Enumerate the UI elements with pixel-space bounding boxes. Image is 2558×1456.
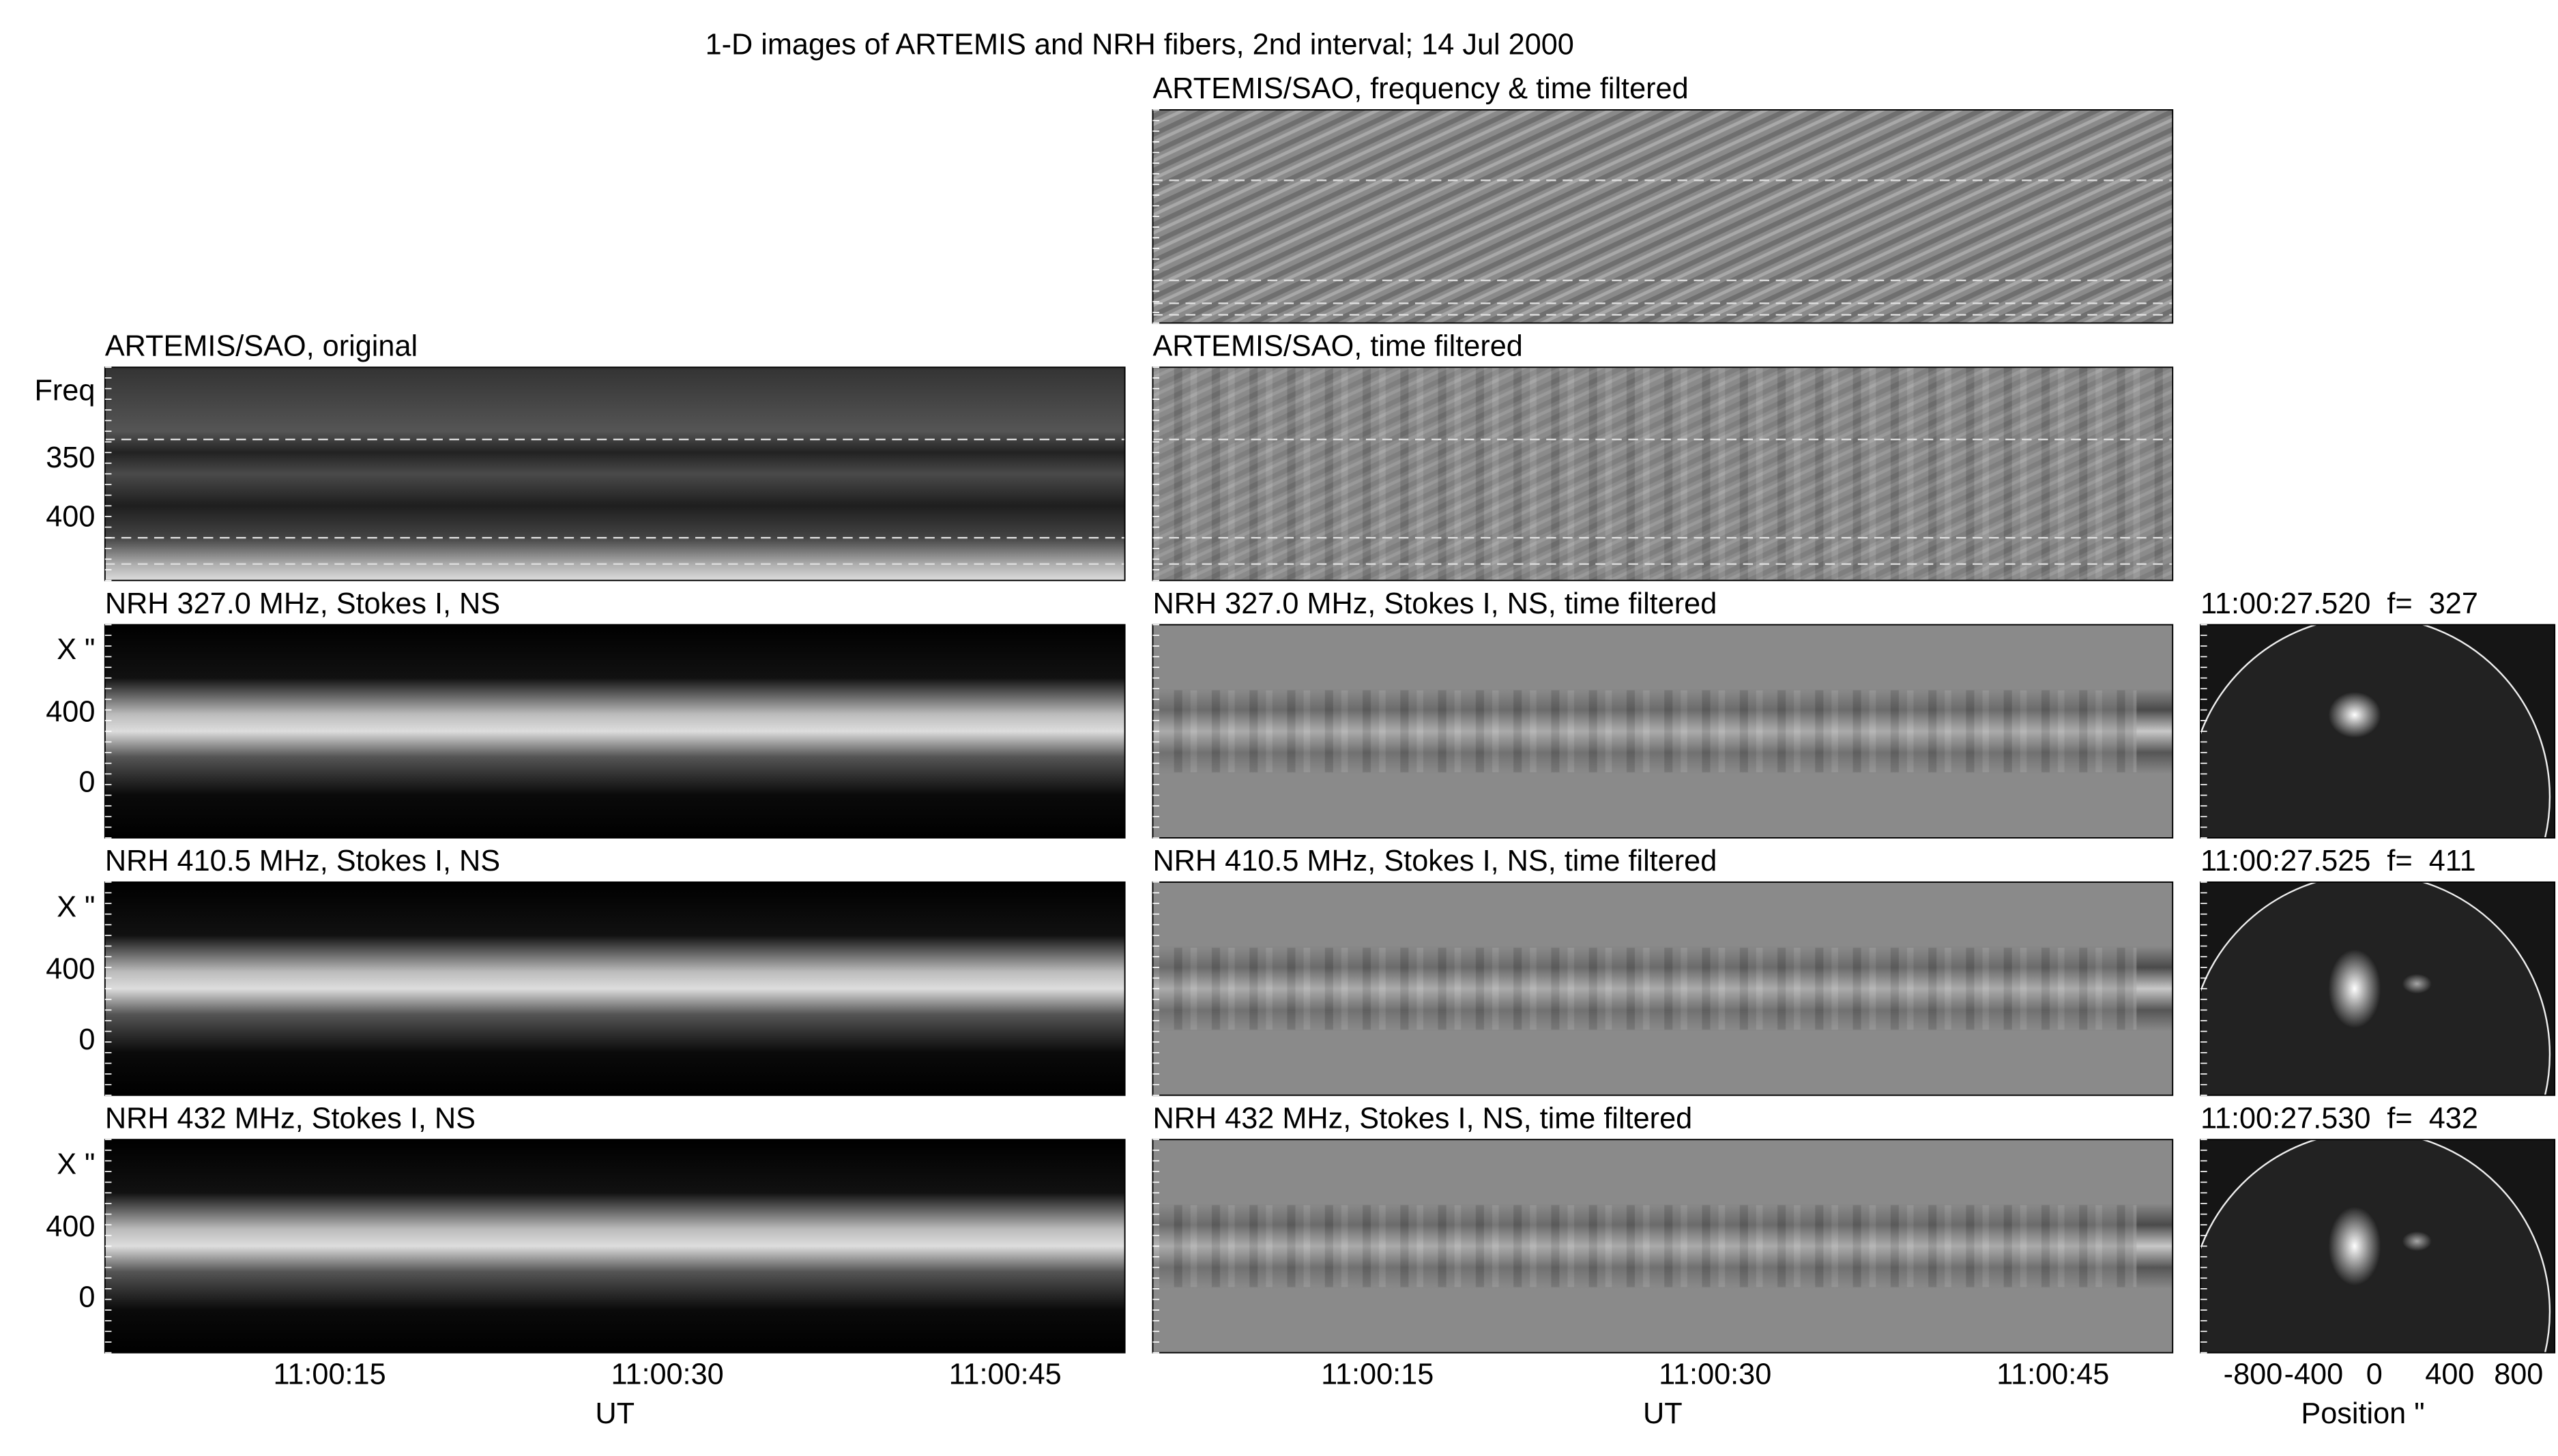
x-tick-label: 11:00:15 <box>1321 1358 1434 1391</box>
y-axis-label: Freq <box>34 374 95 407</box>
panel-label: ARTEMIS/SAO, frequency & time filtered <box>1152 72 1688 105</box>
x-tick-label: 800 <box>2494 1358 2543 1391</box>
panel-label: ARTEMIS/SAO, time filtered <box>1152 330 1522 362</box>
y-tick-label: 0 <box>78 766 95 799</box>
x-tick-label: 11:00:15 <box>273 1358 386 1391</box>
profile-texture <box>1152 690 2137 772</box>
y-tick-label: 350 <box>46 441 95 474</box>
x-tick-label: 400 <box>2425 1358 2474 1391</box>
x-tick-label: 11:00:30 <box>1659 1358 1771 1391</box>
panel-label: NRH 327.0 MHz, Stokes I, NS <box>105 587 500 620</box>
y-axis-label: X " <box>57 890 95 923</box>
map-label: 11:00:27.525 f= 411 <box>2200 845 2476 877</box>
map-label: 11:00:27.520 f= 327 <box>2200 587 2478 620</box>
y-tick-label: 0 <box>78 1281 95 1313</box>
profile-image <box>104 1139 1125 1353</box>
y-tick-label: 400 <box>46 1210 95 1243</box>
profile-image <box>104 882 1125 1096</box>
x-axis-label: Position " <box>2301 1397 2424 1430</box>
spectrum-image <box>1152 110 2173 323</box>
y-tick-label: 400 <box>46 500 95 533</box>
panel-label: NRH 432 MHz, Stokes I, NS, time filtered <box>1152 1102 1692 1135</box>
x-tick-label: 0 <box>2366 1358 2383 1391</box>
map-label: 11:00:27.530 f= 432 <box>2200 1102 2478 1135</box>
panel-label: NRH 410.5 MHz, Stokes I, NS, time filter… <box>1152 845 1717 877</box>
panel-label: NRH 327.0 MHz, Stokes I, NS, time filter… <box>1152 587 1717 620</box>
panel-label: NRH 410.5 MHz, Stokes I, NS <box>105 845 500 877</box>
source-blob <box>2328 949 2381 1028</box>
y-axis-label: X " <box>57 633 95 666</box>
y-axis-label: X " <box>57 1148 95 1181</box>
source-blob <box>2328 692 2381 738</box>
x-tick-label: 11:00:45 <box>1996 1358 2109 1391</box>
x-tick-label: 11:00:30 <box>611 1358 724 1391</box>
y-tick-label: 400 <box>46 953 95 986</box>
x-tick-label: -400 <box>2284 1358 2344 1391</box>
y-tick-label: 0 <box>78 1023 95 1056</box>
solar-map <box>2200 624 2555 839</box>
x-axis-label: UT <box>595 1397 635 1430</box>
x-tick-label: 11:00:45 <box>949 1358 1062 1391</box>
x-tick-label: -800 <box>2224 1358 2283 1391</box>
y-tick-label: 400 <box>46 695 95 728</box>
x-axis-label: UT <box>1643 1397 1683 1430</box>
solar-map <box>2200 1139 2555 1353</box>
figure-title: 1-D images of ARTEMIS and NRH fibers, 2n… <box>706 28 1574 61</box>
profile-texture <box>1152 1205 2137 1287</box>
spectrum-image <box>104 367 1125 581</box>
spectrum-texture <box>1152 367 2173 581</box>
profile-texture <box>1152 948 2137 1030</box>
source-blob <box>2402 1231 2432 1251</box>
panel-label: ARTEMIS/SAO, original <box>105 330 418 362</box>
solar-map <box>2200 882 2555 1096</box>
profile-image <box>104 624 1125 839</box>
source-blob <box>2402 974 2432 994</box>
source-blob <box>2328 1206 2381 1286</box>
solar-limb <box>2200 624 2551 839</box>
panel-label: NRH 432 MHz, Stokes I, NS <box>105 1102 476 1135</box>
